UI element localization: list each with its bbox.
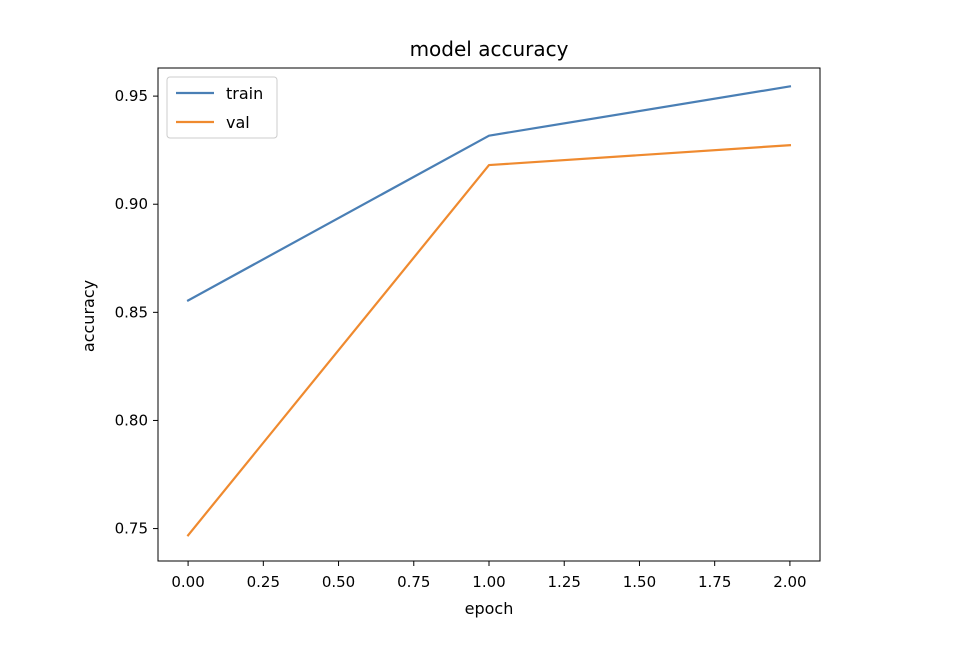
y-tick-label: 0.80 — [115, 411, 148, 429]
plot-area-frame — [157, 67, 821, 562]
x-tick-label: 1.00 — [472, 573, 505, 591]
x-tick-label: 0.00 — [171, 573, 204, 591]
series-line-train — [186, 85, 792, 302]
y-tick-label: 0.85 — [115, 303, 148, 321]
x-tick-label: 1.75 — [698, 573, 731, 591]
y-axis-ticks: 0.75 0.80 0.85 0.90 0.95 — [115, 87, 158, 538]
x-tick-label: 2.00 — [773, 573, 806, 591]
x-axis-label: epoch — [465, 599, 514, 618]
chart-title: model accuracy — [410, 37, 569, 61]
legend-label-train: train — [226, 84, 263, 103]
legend-label-val: val — [226, 113, 250, 132]
legend: train val — [166, 76, 278, 139]
x-tick-label: 0.50 — [322, 573, 355, 591]
series-line-val — [186, 144, 792, 537]
x-tick-label: 0.25 — [247, 573, 280, 591]
y-tick-label: 0.90 — [115, 195, 148, 213]
x-tick-label: 0.75 — [397, 573, 430, 591]
y-tick-label: 0.75 — [115, 520, 148, 538]
x-axis-ticks: 0.00 0.25 0.50 0.75 1.00 1.25 1.50 1.75 2.00 — [171, 561, 807, 591]
y-axis-label: accuracy — [79, 280, 98, 352]
x-tick-label: 1.50 — [623, 573, 656, 591]
y-tick-label: 0.95 — [115, 87, 148, 105]
x-tick-label: 1.25 — [548, 573, 581, 591]
series-lines — [186, 85, 792, 537]
